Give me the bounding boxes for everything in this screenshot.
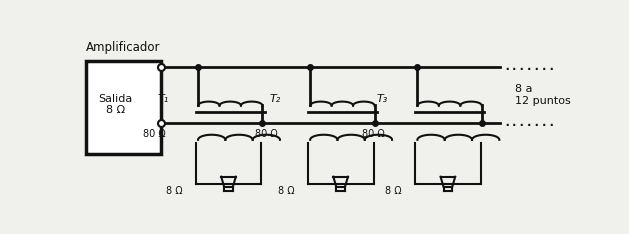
Text: 8 Ω: 8 Ω [166,186,182,196]
Text: 80 Ω: 80 Ω [255,129,277,139]
Text: 8 a
12 puntos: 8 a 12 puntos [515,84,571,106]
Text: 80 Ω: 80 Ω [362,129,385,139]
FancyBboxPatch shape [86,61,162,154]
Text: Amplificador: Amplificador [86,41,160,54]
Text: T₁: T₁ [157,94,169,104]
Text: 8 Ω: 8 Ω [278,186,294,196]
Text: 8 Ω: 8 Ω [385,186,402,196]
Text: Salida
8 Ω: Salida 8 Ω [98,94,132,115]
Text: .......: ....... [504,116,556,129]
Text: T₂: T₂ [270,94,281,104]
Text: T₃: T₃ [377,94,388,104]
Text: .......: ....... [504,60,556,73]
Text: 80 Ω: 80 Ω [143,129,165,139]
